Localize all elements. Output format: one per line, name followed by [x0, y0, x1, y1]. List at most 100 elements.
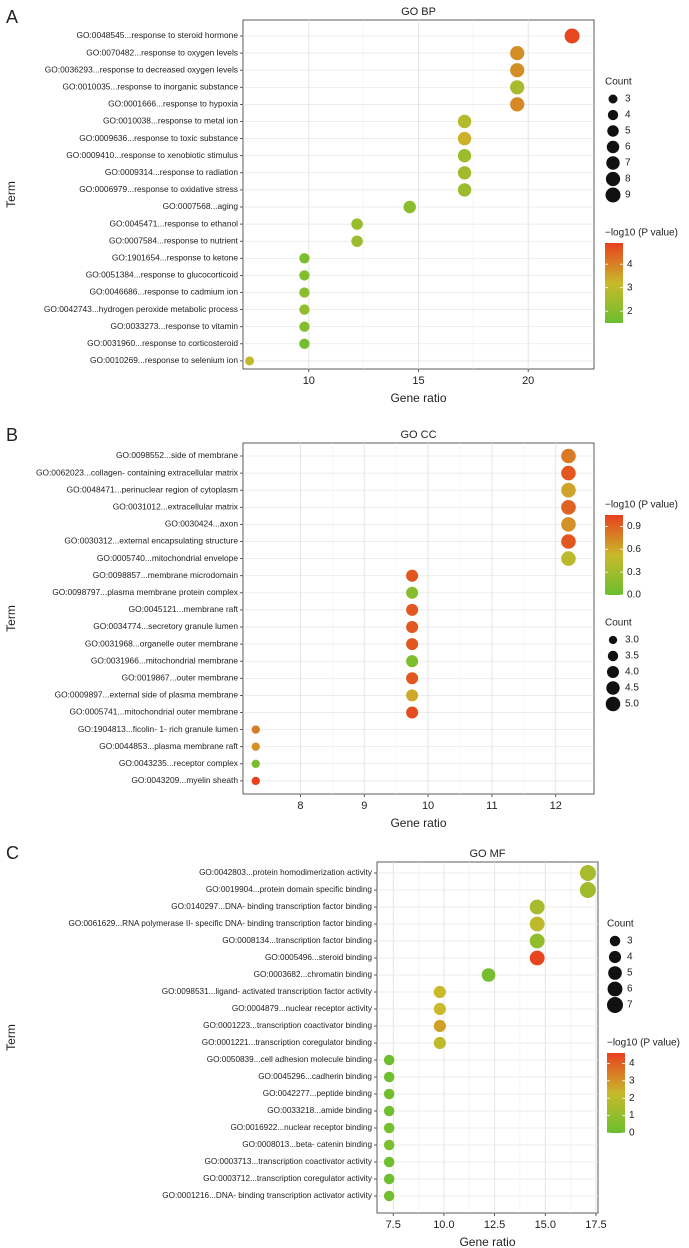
- term-label: GO:0033273...response to vitamin: [110, 321, 238, 331]
- color-legend-title: −log10 (P value): [605, 500, 678, 511]
- data-point: [561, 448, 576, 464]
- term-label: GO:0009897...external side of plasma mem…: [55, 690, 239, 700]
- data-point: [433, 1036, 446, 1050]
- data-point: [433, 1019, 446, 1033]
- x-tick-label: 8: [297, 800, 303, 812]
- term-label: GO:0036293...response to decreased oxyge…: [45, 64, 238, 74]
- x-tick-label: 10: [422, 800, 434, 812]
- colorbar-tick-label: 0.9: [627, 521, 641, 532]
- data-point: [383, 1088, 395, 1100]
- term-label: GO:0062023...collagen- containing extrac…: [36, 467, 239, 477]
- colorbar-tick-label: 4: [629, 1058, 635, 1069]
- count-legend-dot: [608, 94, 618, 104]
- data-point: [245, 356, 255, 366]
- term-label: GO:0007568...aging: [163, 201, 239, 211]
- count-legend-label: 9: [625, 190, 631, 201]
- term-label: GO:0070482...response to oxygen levels: [86, 47, 238, 57]
- colorbar-tick-label: 0.6: [627, 544, 641, 555]
- panel-letter: C: [6, 843, 19, 863]
- color-legend-title: −log10 (P value): [605, 228, 678, 239]
- x-tick-label: 10: [303, 375, 315, 387]
- term-label: GO:0042743...hydrogen peroxide metabolic…: [44, 304, 238, 314]
- term-label: GO:0046686...response to cadmium ion: [89, 287, 238, 297]
- x-tick-label: 9: [361, 800, 367, 812]
- term-label: GO:0010038...response to metal ion: [103, 116, 238, 126]
- data-point: [383, 1190, 395, 1202]
- count-legend-label: 6: [625, 142, 631, 153]
- term-label: GO:0098552...side of membrane: [116, 450, 238, 460]
- data-point: [561, 465, 576, 481]
- term-label: GO:0005741...mitochondrial outer membran…: [69, 707, 238, 717]
- term-label: GO:0009410...response to xenobiotic stim…: [66, 150, 238, 160]
- count-legend-label: 5: [627, 968, 633, 979]
- panel-letter: B: [6, 425, 18, 445]
- term-label: GO:0031966...mitochondrial membrane: [91, 655, 238, 665]
- data-point: [299, 304, 310, 315]
- term-label: GO:0006979...response to oxidative stres…: [79, 184, 238, 194]
- data-point: [561, 500, 576, 515]
- x-axis-label: Gene ratio: [459, 1235, 515, 1248]
- count-legend-label: 5.0: [625, 699, 639, 710]
- term-label: GO:0098857...membrane microdomain: [93, 570, 239, 580]
- term-label: GO:0008013...beta- catenin binding: [242, 1140, 372, 1149]
- term-label: GO:0001221...transcription coregulator b…: [202, 1038, 373, 1047]
- x-tick-label: 12.5: [484, 1219, 505, 1231]
- term-label: GO:0030312...external encapsulating stru…: [64, 536, 238, 546]
- count-legend-dot: [607, 650, 619, 662]
- term-label: GO:0043235...receptor complex: [119, 758, 239, 768]
- data-point: [383, 1173, 395, 1185]
- term-label: GO:0033218...amide binding: [267, 1106, 372, 1115]
- term-label: GO:0003682...chromatin binding: [254, 970, 373, 979]
- y-axis-label: Term: [4, 1024, 18, 1051]
- data-point: [406, 569, 419, 582]
- term-label: GO:0098797...plasma membrane protein com…: [52, 587, 239, 597]
- colorbar-tick-label: 0.0: [627, 590, 641, 601]
- data-points: [251, 448, 576, 786]
- data-point: [529, 933, 545, 949]
- term-label: GO:0003712...transcription coregulator a…: [203, 1174, 373, 1183]
- term-label: GO:0008134...transcription factor bindin…: [222, 936, 372, 945]
- term-label: GO:0005496...steroid binding: [265, 953, 372, 962]
- term-label: GO:0009636...response to toxic substance: [79, 133, 238, 143]
- count-legend-label: 4: [627, 952, 633, 963]
- count-legend-label: 3.5: [625, 651, 639, 662]
- term-label: GO:1901654...response to ketone: [112, 253, 239, 263]
- count-legend-label: 7: [625, 158, 631, 169]
- data-point: [299, 321, 310, 332]
- data-point: [251, 742, 260, 751]
- colorbar-tick-label: 4: [627, 259, 633, 270]
- panel-b: B GO CC 8 9 10 11 12 Gene ratio Term GO:0098552..…: [4, 425, 678, 830]
- colorbar: [605, 515, 623, 595]
- grid: [243, 443, 594, 794]
- data-point: [529, 899, 545, 915]
- term-label: GO:0031960...response to corticosteroid: [87, 338, 238, 348]
- x-tick-label: 11: [486, 800, 497, 812]
- x-tick-label: 12: [550, 800, 562, 812]
- data-point: [406, 586, 419, 599]
- colorbar-tick-label: 2: [629, 1093, 635, 1104]
- data-point: [433, 985, 446, 999]
- term-label: GO:0009314...response to radiation: [105, 167, 238, 177]
- count-legend-dot: [606, 156, 620, 170]
- data-point: [457, 149, 472, 163]
- data-point: [579, 882, 596, 898]
- data-points: [245, 28, 580, 366]
- term-label: GO:0001666...response to hypoxia: [108, 99, 238, 109]
- data-point: [251, 759, 260, 768]
- color-legend-title: −log10 (P value): [607, 1038, 680, 1049]
- data-point: [299, 253, 310, 264]
- count-legend-dot: [605, 187, 621, 203]
- plot-area: [242, 442, 595, 795]
- x-axis-label: Gene ratio: [390, 816, 446, 830]
- data-point: [510, 80, 525, 95]
- x-tick-label: 20: [522, 375, 534, 387]
- term-label: GO:0010269...response to selenium ion: [90, 355, 238, 365]
- grid: [377, 862, 598, 1213]
- term-label: GO:0001223...transcription coactivator b…: [203, 1021, 372, 1030]
- data-point: [406, 672, 419, 685]
- count-legend-dot: [608, 966, 622, 980]
- data-point: [510, 97, 525, 112]
- term-label: GO:0048471...perinuclear region of cytop…: [67, 484, 238, 494]
- term-label: GO:0010035...response to inorganic subst…: [62, 82, 238, 92]
